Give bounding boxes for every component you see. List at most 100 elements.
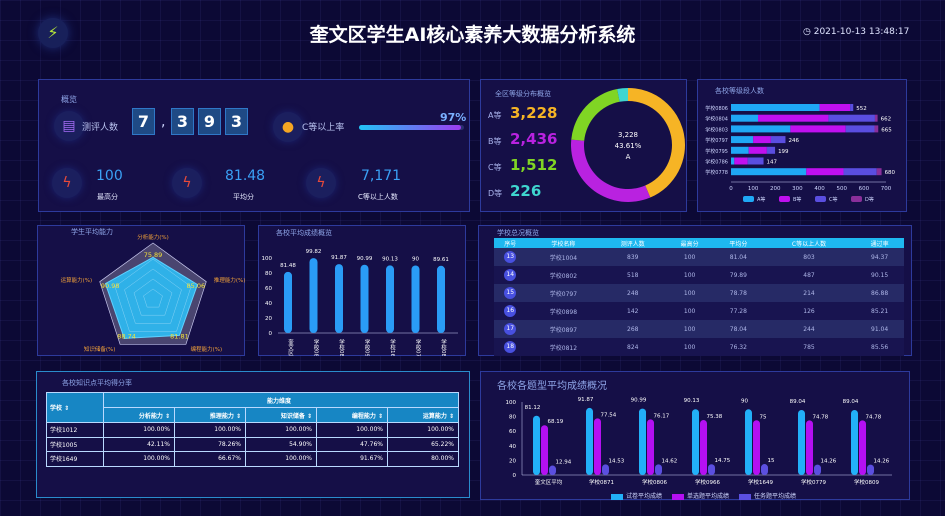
hbar-x-tick: 500 (836, 186, 847, 192)
hbar-segment (731, 125, 791, 133)
table-cell: 78.26% (174, 436, 246, 452)
table-row: 学校1649 100.00% 66.67% 100.00% 91.67% 80.00% (46, 451, 459, 467)
table-cell: 学校0898 (526, 302, 601, 320)
table-row[interactable]: 17 学校0897 268 100 78.04 244 91.04 (494, 320, 904, 338)
legend-label: 单选题平均成绩 (687, 493, 730, 500)
bar-value-label: 99.82 (306, 249, 322, 255)
hbar-segment (758, 114, 829, 122)
rate-value: 97% (440, 111, 467, 124)
legend-swatch (743, 196, 754, 202)
table-cell: 142 (600, 302, 666, 320)
rate-progress-fill (359, 125, 461, 130)
table-row[interactable]: 18 学校0812 824 100 76.32 785 85.56 (494, 338, 904, 356)
hbar-segment (766, 146, 776, 154)
table-cell: 学校1012 (46, 422, 104, 438)
table-cell: 244 (762, 320, 856, 338)
sortable-column-header[interactable]: 知识储备 ⇕ (245, 407, 317, 423)
hbar-x-tick: 700 (881, 186, 892, 192)
legend-swatch (739, 493, 752, 500)
radar-axis-label: 分析能力(%) (137, 233, 169, 241)
table-cell: 47.76% (316, 436, 388, 452)
bar (814, 464, 821, 475)
table-cell: 100.00% (316, 422, 388, 438)
bar-value-label: 81.12 (525, 405, 541, 411)
table-cell: 839 (600, 248, 666, 266)
hbar-segment (731, 136, 754, 144)
lightning-icon: ϟ (172, 168, 202, 198)
bar-value-label: 90 (412, 257, 419, 263)
table-cell: 学校1005 (46, 436, 104, 452)
rate-progress (359, 125, 464, 130)
table-cell: 100 (665, 284, 714, 302)
legend-item[interactable]: 任务题平均成绩 (739, 491, 796, 500)
digit: 7 (132, 108, 155, 135)
legend-item[interactable]: 单选题平均成绩 (672, 491, 729, 500)
hbar-segment (747, 157, 764, 165)
table-row[interactable]: 15 学校0797 248 100 78.78 214 86.88 (494, 284, 904, 302)
table-cell: 65.22% (387, 436, 459, 452)
hbar-total-label: 552 (856, 106, 867, 112)
bar-value-label: 14.75 (715, 458, 731, 464)
hbar-total-label: 147 (767, 160, 778, 166)
legend-swatch (672, 493, 685, 500)
hbar-school-label: 学校0804 (705, 116, 728, 123)
donut-slice (571, 139, 651, 202)
column-header: 学校名称 (526, 238, 601, 248)
hbar-x-tick: 600 (859, 186, 870, 192)
table-cell: 学校1004 (526, 248, 601, 266)
table-cell: 100.00% (103, 451, 175, 467)
hbar-segment (753, 136, 771, 144)
radar-value-label: 88.74 (117, 332, 136, 340)
sortable-column-header[interactable]: 编程能力 ⇕ (316, 407, 388, 423)
grade-value: 226 (510, 182, 542, 200)
table-row[interactable]: 13 学校1004 839 100 81.04 803 94.37 (494, 248, 904, 266)
sortable-column-header[interactable]: 运算能力 ⇕ (387, 407, 459, 423)
table-row[interactable]: 14 学校0802 518 100 79.89 487 90.15 (494, 266, 904, 284)
bar-value-label: 75 (760, 414, 767, 420)
table-cell: 81.04 (713, 248, 763, 266)
hbar-school-label: 学校0797 (705, 137, 728, 144)
knowledge-title: 各校知识点平均得分率 (62, 379, 132, 387)
sort-school-header[interactable]: 学校 ⇕ (46, 392, 104, 423)
clipboard-icon: ▤ (54, 111, 84, 141)
bar (692, 409, 699, 475)
table-row[interactable]: 16 学校0898 142 100 77.28 126 85.21 (494, 302, 904, 320)
legend-swatch (779, 196, 790, 202)
bar (851, 410, 858, 475)
sortable-column-header[interactable]: 推理能力 ⇕ (174, 407, 246, 423)
digit: 3 (225, 108, 248, 135)
bar (541, 425, 548, 475)
x-tick: 学校16 (389, 338, 396, 356)
c-above-label: C等以上人数 (358, 193, 398, 201)
hbar-segment (731, 114, 759, 122)
bar-value-label: 14.26 (821, 459, 837, 465)
bar (309, 258, 318, 333)
avg-score-value: 81.48 (225, 168, 266, 184)
sortable-column-header[interactable]: 分析能力 ⇕ (103, 407, 175, 423)
y-tick: 20 (265, 316, 272, 322)
bar (647, 419, 654, 475)
bar (859, 420, 866, 475)
legend-swatch (851, 196, 862, 202)
radar-value-label: 75.89 (144, 251, 163, 259)
question-type-title: 各校各题型平均成绩概况 (497, 381, 607, 392)
legend-item[interactable]: 试卷平均成绩 (611, 491, 662, 500)
bar (753, 420, 760, 475)
radar-title: 学生平均能力 (71, 228, 113, 236)
avg-score-label: 平均分 (233, 193, 254, 201)
bar (639, 408, 646, 475)
radar-grid (133, 278, 173, 316)
column-header: C等以上人数 (762, 238, 856, 248)
x-tick: 学校0806 (642, 478, 667, 486)
y-tick: 100 (262, 256, 273, 262)
table-cell: 91.67% (316, 451, 388, 467)
datetime: ◷ 2021-10-13 13:48:17 (803, 27, 909, 37)
avg-scores-chart: 0 20 40 60 80 100 81.48 奎文区平 99.82 学校08 91.87 学校08 9… (262, 249, 458, 356)
bar (700, 419, 707, 475)
table-cell: 86.88 (855, 284, 904, 302)
x-tick: 学校09 (364, 338, 371, 356)
grade-donut-chart: 3,228 43.61% A (571, 88, 685, 202)
hbar-segment (731, 146, 749, 154)
hbar-school-label: 学校0806 (705, 105, 728, 112)
table-cell: 学校0802 (526, 266, 601, 284)
